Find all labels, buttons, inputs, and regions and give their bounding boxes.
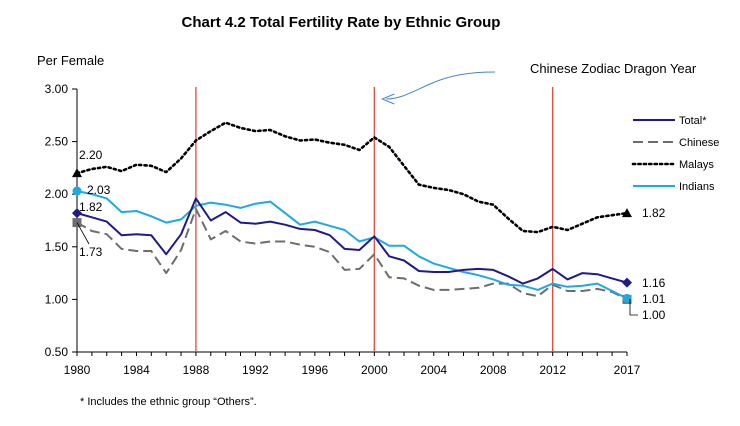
legend-label: Total* bbox=[679, 115, 707, 127]
x-tick-label: 1984 bbox=[123, 363, 150, 377]
series-line-total bbox=[76, 197, 628, 285]
start-marker-total bbox=[72, 208, 82, 219]
end-marker-malays bbox=[622, 208, 632, 218]
x-tick-label: 2017 bbox=[614, 363, 641, 377]
y-tick-label: 2.00 bbox=[45, 187, 69, 201]
y-tick-label: 0.50 bbox=[45, 345, 69, 359]
start-marker-malays bbox=[72, 168, 82, 178]
end-label-total: 1.16 bbox=[642, 276, 666, 290]
start-label-malays: 2.20 bbox=[79, 148, 103, 162]
x-tick-label: 2012 bbox=[539, 363, 566, 377]
end-label-malays: 1.82 bbox=[642, 206, 666, 220]
start-label-total: 1.82 bbox=[79, 200, 103, 214]
y-axis-label: Per Female bbox=[37, 53, 105, 68]
x-tick-label: 1980 bbox=[64, 363, 91, 377]
start-label-indians: 2.03 bbox=[87, 183, 111, 197]
start-label-chinese: 1.73 bbox=[79, 245, 103, 259]
footnote: * Includes the ethnic group “Others”. bbox=[80, 396, 257, 408]
legend-label: Malays bbox=[679, 159, 714, 171]
end-label-indians: 1.01 bbox=[642, 292, 666, 306]
start-marker-indians bbox=[72, 186, 82, 196]
annotation-arrow bbox=[386, 71, 496, 100]
x-tick-label: 2000 bbox=[361, 363, 388, 377]
x-tick-label: 2008 bbox=[480, 363, 507, 377]
x-tick-label: 2004 bbox=[420, 363, 447, 377]
x-tick-label: 1992 bbox=[242, 363, 269, 377]
legend-label: Chinese bbox=[679, 137, 719, 149]
series-line-malays bbox=[75, 121, 629, 234]
end-marker-total bbox=[622, 277, 632, 288]
annotation-arrowhead bbox=[380, 93, 395, 105]
series-line-indians bbox=[76, 190, 628, 300]
y-tick-label: 1.00 bbox=[45, 292, 69, 306]
x-tick-label: 1988 bbox=[183, 363, 210, 377]
annotation-text: Chinese Zodiac Dragon Year bbox=[530, 61, 697, 76]
end-leader-chinese bbox=[629, 299, 638, 316]
legend-label: Indians bbox=[679, 181, 715, 193]
y-tick-label: 3.00 bbox=[45, 82, 69, 96]
chart-title: Chart 4.2 Total Fertility Rate by Ethnic… bbox=[181, 14, 501, 31]
series-line-chinese bbox=[76, 207, 628, 301]
end-marker-indians bbox=[622, 293, 632, 303]
y-tick-label: 1.50 bbox=[45, 240, 69, 254]
x-tick-label: 1996 bbox=[301, 363, 328, 377]
y-tick-label: 2.50 bbox=[45, 135, 69, 149]
start-leader-chinese bbox=[76, 222, 90, 245]
end-label-chinese: 1.00 bbox=[642, 308, 666, 322]
